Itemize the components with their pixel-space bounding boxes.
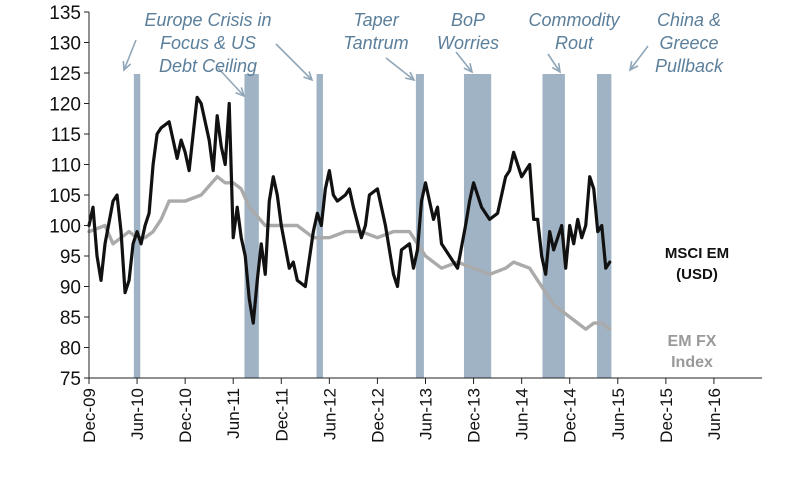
y-tick-label-120: 120 xyxy=(49,95,81,116)
annotation-1-line-1: Europe Crisis in xyxy=(144,10,271,30)
series-group xyxy=(87,95,612,331)
annotation-arrow-1 xyxy=(123,39,137,71)
annotation-arrowhead-2 xyxy=(235,87,246,98)
annotation-5-line-3: Pullback xyxy=(655,56,724,76)
shaded-period-7 xyxy=(596,74,612,378)
y-tick-label-105: 105 xyxy=(49,186,81,207)
legend-em-fx-line-1: EM FX xyxy=(668,333,717,350)
annotation-4-line-1: Commodity xyxy=(528,10,620,30)
annotation-arrow-2 xyxy=(217,67,245,97)
annotation-2-line-1: Taper xyxy=(353,10,399,30)
annotation-3-line-2: Worries xyxy=(437,33,499,53)
shaded-period-2 xyxy=(244,74,259,378)
annotation-arrow-7 xyxy=(629,45,649,71)
y-tick-label-130: 130 xyxy=(49,34,81,55)
x-tick-label-Dec-10: Dec-10 xyxy=(176,388,195,443)
x-tick-label-Dec-11: Dec-11 xyxy=(272,388,291,442)
annotation-arrowhead-3 xyxy=(303,71,314,82)
y-tick-label-135: 135 xyxy=(49,3,81,24)
shaded-period-6 xyxy=(542,74,565,378)
x-tick-label-Dec-15: Dec-15 xyxy=(657,388,676,443)
axes-group: 75 80 85 90 95 100 105 110 115 120 125 130 135 Dec-09… xyxy=(49,3,762,443)
x-tick-label-Jun-14: Jun-14 xyxy=(513,388,532,440)
shaded-period-3 xyxy=(316,74,323,378)
y-tick-label-115: 115 xyxy=(51,125,81,146)
annotation-arrowhead-4 xyxy=(405,71,416,82)
annotation-arrow-4 xyxy=(385,57,415,81)
y-tick-label-80: 80 xyxy=(60,339,81,360)
y-tick-label-95: 95 xyxy=(60,247,81,268)
y-tick-label-110: 110 xyxy=(51,156,81,177)
y-tick-label-85: 85 xyxy=(60,308,81,329)
x-tick-label-Dec-13: Dec-13 xyxy=(465,388,484,443)
annotation-2-line-2: Tantrum xyxy=(343,33,408,53)
series-line-msci-em xyxy=(87,95,612,325)
y-tick-label-90: 90 xyxy=(60,278,81,299)
legend-msci-em-line-1: MSCI EM xyxy=(665,245,729,262)
x-tick-label-Jun-12: Jun-12 xyxy=(320,388,339,440)
x-tick-label-Jun-13: Jun-13 xyxy=(417,388,436,440)
legend-em-fx-line-2: Index xyxy=(671,354,713,371)
annotation-5-line-2: Greece xyxy=(659,33,718,53)
annotation-5-line-1: China & xyxy=(657,10,721,30)
x-tick-label-Dec-09: Dec-09 xyxy=(80,388,99,443)
series-line-em-fx xyxy=(87,174,612,331)
x-tick-label-Dec-14: Dec-14 xyxy=(561,388,580,443)
y-tick-label-125: 125 xyxy=(49,64,81,85)
y-tick-label-100: 100 xyxy=(49,217,81,238)
annotation-4-line-2: Rout xyxy=(555,33,594,53)
shaded-period-5 xyxy=(463,74,492,378)
annotation-arrowhead-5 xyxy=(463,63,474,74)
annotation-arrow-5 xyxy=(455,51,473,73)
annotation-arrowhead-1 xyxy=(122,60,132,72)
annotation-arrow-6 xyxy=(547,53,561,73)
annotation-3-line-1: BoP xyxy=(451,10,485,30)
annotation-arrows-group xyxy=(122,39,649,98)
x-tick-label-Jun-16: Jun-16 xyxy=(705,388,724,440)
x-tick-label-Dec-12: Dec-12 xyxy=(368,388,387,443)
legend-msci-em-line-2: (USD) xyxy=(676,266,718,283)
y-tick-label-75: 75 xyxy=(60,369,81,390)
annotation-arrowhead-6 xyxy=(551,62,562,74)
shaded-period-1 xyxy=(133,74,141,378)
x-tick-label-Jun-10: Jun-10 xyxy=(128,388,147,440)
annotation-arrow-3 xyxy=(275,43,313,81)
annotation-arrowhead-7 xyxy=(628,61,639,72)
annotation-1-line-2: Focus & US xyxy=(160,33,256,53)
x-tick-label-Jun-15: Jun-15 xyxy=(609,388,628,440)
annotation-1-line-3: Debt Ceiling xyxy=(159,56,257,76)
x-tick-label-Jun-11: Jun-11 xyxy=(224,388,243,439)
legend-group: MSCI EM (USD) EM FX Index xyxy=(665,245,729,371)
annotations-group: Europe Crisis in Focus & US Debt Ceiling Ta… xyxy=(144,10,724,76)
